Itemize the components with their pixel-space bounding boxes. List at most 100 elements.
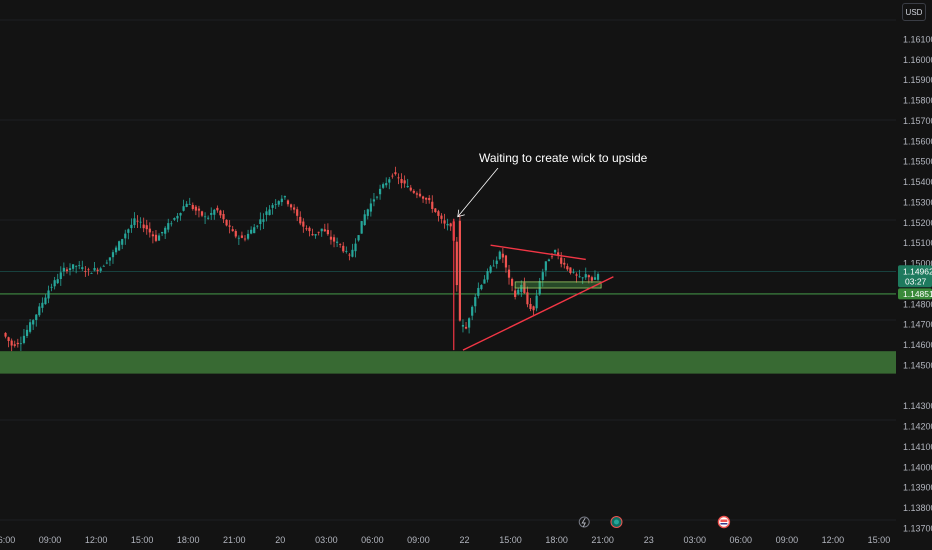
y-tick-label: 1.14100 (903, 442, 932, 452)
y-tick-label: 1.15800 (903, 96, 932, 106)
flag-event-icon[interactable] (717, 515, 731, 529)
candle-body (259, 219, 262, 225)
y-tick-label: 1.14500 (903, 360, 932, 370)
x-tick-label: 15:00 (131, 535, 154, 545)
candle-body (22, 335, 26, 343)
candle-body (443, 220, 446, 224)
x-tick-label: 22 (459, 535, 469, 545)
candle-body (225, 219, 228, 226)
candle-body (207, 217, 210, 219)
candle-body (366, 209, 369, 216)
candle-body (584, 274, 587, 278)
y-tick-label: 1.15500 (903, 157, 932, 167)
level-price-value: 1.14851 (903, 289, 932, 299)
candle-body (32, 320, 35, 325)
candle-body (348, 254, 351, 256)
candle-body (16, 342, 19, 345)
candle-body (498, 251, 501, 260)
annotation-arrow (457, 167, 499, 217)
candle-body (4, 332, 7, 337)
candle-body (492, 265, 495, 267)
candle-body (446, 223, 449, 226)
x-tick-label: 20 (275, 535, 285, 545)
y-tick-label: 1.14700 (903, 320, 932, 330)
candle-body (99, 268, 102, 271)
candle-body (139, 221, 142, 223)
candle-body (19, 343, 22, 345)
candle-body (93, 267, 96, 271)
candle-body (510, 278, 514, 286)
candles (4, 166, 600, 352)
candle-body (194, 206, 197, 211)
triangle-pattern (453, 218, 614, 351)
x-tick-label: 18:00 (545, 535, 568, 545)
candle-body (400, 179, 403, 184)
candle-body (342, 245, 345, 252)
candle-body (203, 216, 207, 218)
x-axis[interactable]: 06:00 09:00 12:00 15:00 18:00 21:00 20 03:00 06:… (0, 535, 890, 545)
candle-body (314, 234, 317, 236)
candle-body (167, 223, 170, 230)
candle-body (130, 224, 133, 229)
candle-body (581, 277, 584, 279)
candle-body (127, 229, 130, 233)
y-tick-label: 1.14000 (903, 462, 932, 472)
level-price-badge: 1.14851 (898, 288, 932, 300)
x-tick-label: 06:00 (730, 535, 753, 545)
candle-body (216, 207, 219, 211)
candle-body (415, 193, 419, 195)
candle-body (541, 272, 544, 280)
candle-body (87, 269, 90, 271)
candle-body (75, 265, 78, 267)
candle-body (332, 237, 336, 242)
x-tick-label: 09:00 (407, 535, 430, 545)
currency-selector[interactable]: USD (902, 3, 926, 21)
candle-body (302, 221, 305, 227)
candle-body (483, 279, 486, 284)
candle-body (385, 183, 388, 186)
candle-body (323, 229, 326, 232)
candle-body (593, 277, 597, 280)
candle-body (234, 231, 237, 237)
candle-body (372, 199, 376, 202)
candle-body (566, 266, 569, 270)
candle-body (84, 271, 87, 272)
candle-body (108, 257, 112, 261)
y-tick-label: 1.16000 (903, 55, 932, 65)
candle-body (363, 214, 366, 226)
candle-body (262, 219, 265, 222)
candle-body (501, 253, 504, 258)
candle-body (53, 280, 56, 287)
candle-body (124, 233, 127, 239)
annotation-box (474, 148, 636, 168)
candle-body (425, 197, 428, 200)
x-tick-label: 12:00 (822, 535, 845, 545)
candle-body (397, 177, 400, 179)
consolidation-box (514, 281, 602, 289)
y-axis[interactable]: 1.16100 1.16000 1.15900 1.15800 1.15700 1.156… (903, 34, 932, 533)
y-tick-label: 1.16100 (903, 34, 932, 44)
lightning-icon[interactable] (578, 516, 590, 528)
candle-body (394, 172, 397, 175)
candle-body (578, 276, 581, 278)
candle-body (157, 235, 161, 241)
candle-body (458, 220, 461, 321)
candle-body (96, 269, 99, 271)
y-tick-label: 1.14600 (903, 340, 932, 350)
candle-body (78, 265, 81, 267)
candle-body (240, 235, 244, 238)
candle-body (44, 297, 47, 305)
candle-body (142, 224, 145, 229)
candle-body (179, 212, 182, 216)
y-tick-label: 1.15400 (903, 177, 932, 187)
globe-event-icon[interactable] (610, 516, 623, 528)
candle-body (471, 306, 474, 316)
countdown-value: 03:27 (905, 276, 927, 286)
candle-body (317, 231, 320, 233)
candle-body (253, 227, 256, 234)
annotation-arrow-head (457, 209, 465, 218)
candle-body (308, 227, 311, 232)
annotation-text: Waiting to create wick to upside (479, 151, 648, 165)
x-tick-label: 15:00 (868, 535, 891, 545)
